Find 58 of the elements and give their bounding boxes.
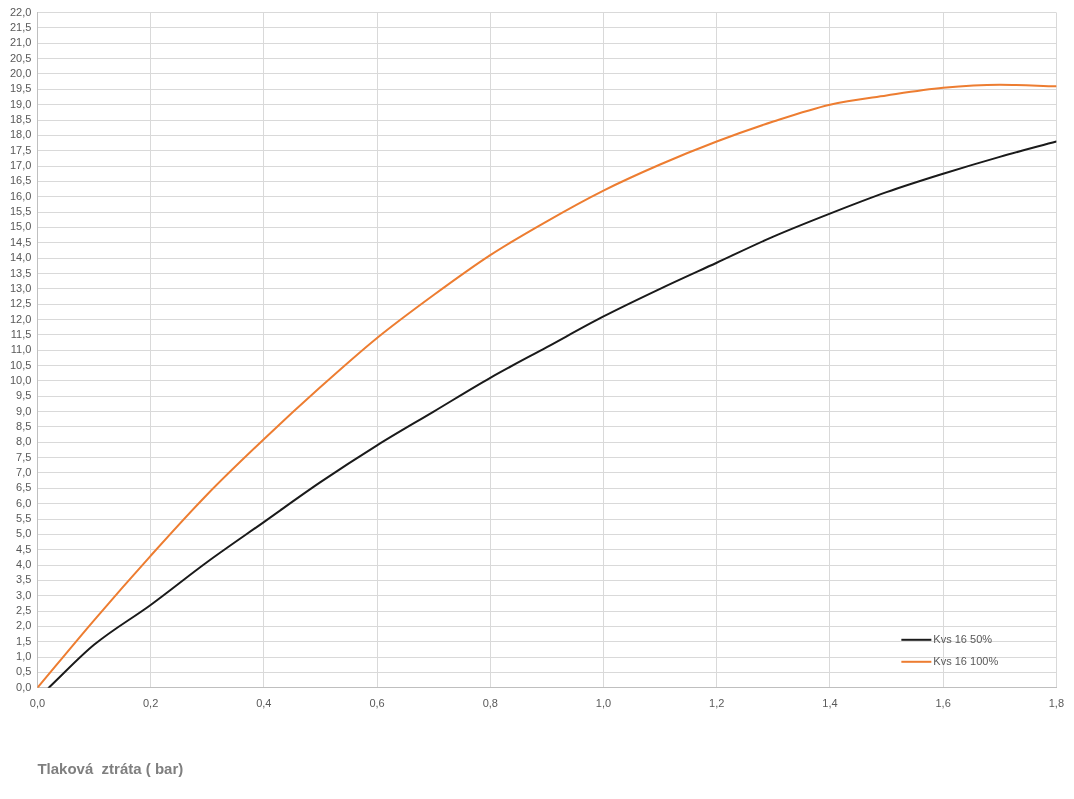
y-tick-label: 13,0	[9, 281, 32, 294]
y-tick-label: 5,5	[16, 512, 32, 525]
x-tick-label: 0,4	[256, 697, 272, 710]
y-tick-label: 2,0	[16, 619, 32, 632]
y-tick-label: 7,0	[16, 465, 32, 478]
x-tick-label: 1,6	[935, 697, 951, 710]
y-tick-label: 19,5	[9, 82, 32, 95]
y-tick-label: 16,5	[9, 174, 32, 187]
x-tick-label: 0,0	[29, 697, 46, 710]
y-tick-label: 11,0	[10, 343, 32, 356]
x-tick-label: 0,8	[482, 697, 498, 710]
y-tick-label: 21,5	[9, 20, 32, 33]
y-tick-label: 14,5	[9, 235, 32, 248]
x-tick-label: 1,8	[1048, 697, 1064, 710]
y-tick-label: 11,5	[10, 327, 32, 340]
y-tick-label: 6,5	[16, 481, 32, 494]
legend-label: Kvs 16 100%	[933, 654, 999, 667]
x-tick-label: 1,2	[709, 697, 725, 710]
y-tick-label: 0,0	[16, 680, 32, 693]
y-tick-label: 4,0	[16, 558, 32, 571]
x-axis-title: Tlaková ztráta ( bar)	[37, 760, 184, 778]
y-tick-label: 15,5	[9, 205, 32, 218]
y-tick-label: 3,5	[16, 573, 32, 586]
legend-label: Kvs 16 50%	[933, 632, 993, 645]
y-tick-label: 9,5	[16, 389, 32, 402]
y-tick-label: 8,0	[16, 435, 32, 448]
y-tick-label: 17,0	[9, 159, 32, 172]
y-tick-label: 15,0	[9, 220, 32, 233]
y-tick-label: 3,0	[16, 588, 32, 601]
y-tick-label: 16,0	[9, 189, 32, 202]
x-tick-label: 1,4	[822, 697, 838, 710]
y-tick-label: 2,5	[16, 604, 32, 617]
y-tick-label: 18,5	[9, 113, 32, 126]
y-tick-label: 20,0	[9, 67, 32, 80]
y-tick-label: 12,5	[9, 297, 32, 310]
y-tick-label: 10,5	[9, 358, 32, 371]
y-tick-label: 7,5	[16, 450, 32, 463]
y-tick-label: 0,5	[16, 665, 32, 678]
x-tick-label: 1,0	[595, 697, 612, 710]
y-tick-label: 13,5	[9, 266, 32, 279]
y-tick-label: 12,0	[9, 312, 32, 325]
y-tick-label: 6,0	[16, 496, 32, 509]
y-tick-label: 19,0	[9, 97, 32, 110]
y-tick-label: 1,5	[16, 634, 32, 647]
y-tick-label: 9,0	[16, 404, 32, 417]
y-tick-label: 21,0	[9, 36, 32, 49]
y-tick-label: 22,0	[9, 5, 32, 18]
y-tick-label: 4,5	[16, 542, 32, 555]
x-tick-label: 0,2	[142, 697, 159, 710]
y-tick-label: 17,5	[9, 143, 32, 156]
x-tick-label: 0,6	[369, 697, 385, 710]
y-tick-label: 1,0	[16, 650, 32, 663]
y-tick-label: 8,5	[16, 419, 32, 432]
y-tick-label: 18,0	[9, 128, 32, 141]
y-tick-label: 20,5	[9, 51, 32, 64]
y-tick-label: 14,0	[9, 251, 32, 264]
y-tick-label: 5,0	[16, 527, 32, 540]
y-tick-label: 10,0	[9, 373, 32, 386]
